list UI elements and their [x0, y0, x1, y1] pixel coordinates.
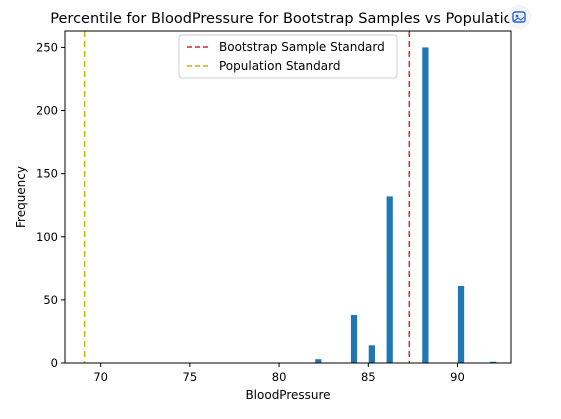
- reference-lines-group: [83, 31, 411, 363]
- x-tick-label-80: 80: [272, 370, 287, 384]
- image-icon[interactable]: [508, 6, 530, 28]
- legend-label-1: Population Standard: [219, 59, 340, 73]
- y-tick-label-50: 50: [43, 293, 58, 307]
- y-tick-label-100: 100: [36, 230, 58, 244]
- bar-6: [490, 361, 497, 363]
- y-tick-label-150: 150: [36, 167, 58, 181]
- y-tick-label-250: 250: [36, 40, 58, 54]
- x-tick-label-90: 90: [450, 370, 465, 384]
- bar-2: [368, 345, 375, 363]
- bar-1: [350, 315, 358, 363]
- y-tick-label-200: 200: [36, 104, 58, 118]
- y-axis-ticks: 0 50 100 150 200 250: [36, 40, 65, 370]
- plot-frame: [64, 30, 512, 364]
- bar-4: [422, 47, 429, 363]
- bar-0: [315, 359, 322, 363]
- x-tick-label-75: 75: [183, 370, 198, 384]
- x-tick-label-70: 70: [93, 370, 108, 384]
- y-axis-label: Frequency: [14, 166, 28, 228]
- chart-title: Percentile for BloodPressure for Bootstr…: [50, 11, 521, 27]
- y-tick-label-0: 0: [51, 356, 58, 370]
- bar-3: [386, 196, 393, 363]
- x-axis-ticks: 70 75 80 85 90: [93, 363, 465, 384]
- x-axis-label: BloodPressure: [245, 388, 330, 402]
- legend: Bootstrap Sample Standard Population Stan…: [178, 34, 398, 79]
- bar-5: [457, 285, 465, 363]
- legend-box: [178, 34, 398, 79]
- bars-group: [315, 47, 497, 363]
- legend-label-0: Bootstrap Sample Standard: [219, 40, 385, 54]
- x-tick-label-85: 85: [361, 370, 376, 384]
